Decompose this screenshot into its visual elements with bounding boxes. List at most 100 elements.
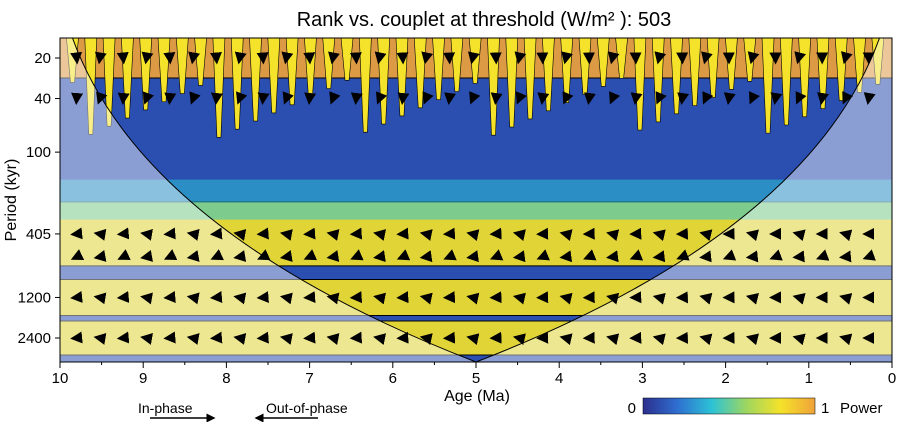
- y-tick-label: 20: [34, 50, 51, 67]
- phase-arrow: [862, 249, 876, 261]
- phase-arrow: [186, 292, 200, 305]
- phase-arrow: [466, 250, 479, 263]
- phase-arrow: [257, 92, 270, 106]
- phase-arrow: [186, 229, 200, 241]
- phase-arrow: [419, 250, 433, 263]
- power-spike: [267, 38, 281, 114]
- phase-arrow: [373, 333, 387, 345]
- phase-arrow: [512, 229, 526, 241]
- phase-arrow: [654, 51, 667, 65]
- phase-arrow: [140, 250, 153, 262]
- phase-arrow: [421, 51, 434, 65]
- phase-arrow: [795, 91, 807, 105]
- phase-arrow: [770, 92, 783, 105]
- phase-arrow: [489, 249, 504, 261]
- phase-arrow: [303, 249, 318, 261]
- phase-arrow: [512, 333, 526, 346]
- y-axis: 20 40 100 405 1200 2400: [18, 50, 60, 347]
- plot-area: [60, 38, 892, 362]
- phase-arrow: [188, 51, 200, 65]
- y-tick-label: 2400: [18, 330, 51, 347]
- phase-arrow: [349, 52, 362, 65]
- x-axis-label: Age (Ma): [444, 388, 510, 405]
- phase-arrow: [303, 52, 316, 65]
- phase-arrow: [396, 291, 409, 304]
- phase-arrow: [209, 52, 222, 65]
- power-spike: [688, 38, 702, 106]
- phase-arrow: [583, 92, 596, 105]
- phase-arrow: [116, 290, 130, 303]
- phase-arrow: [304, 92, 317, 106]
- phase-arrow: [722, 249, 737, 261]
- phase-arrow: [70, 290, 83, 303]
- phase-arrow: [609, 91, 621, 105]
- phase-arrow: [745, 250, 759, 263]
- phase-arrow: [117, 92, 130, 106]
- phase-arrow: [469, 91, 481, 105]
- y-tick-label: 1200: [18, 289, 51, 306]
- phase-arrow: [559, 292, 573, 305]
- phase-arrow: [745, 333, 760, 346]
- x-tick-label: 9: [139, 370, 147, 387]
- phase-arrow: [329, 91, 341, 105]
- phase-arrow: [652, 292, 666, 305]
- phase-arrow: [233, 229, 247, 241]
- power-spike: [853, 38, 866, 93]
- colorbar-gradient: [642, 397, 816, 415]
- power-spike: [596, 38, 610, 87]
- phase-arrow: [233, 292, 247, 305]
- phase-arrow: [256, 291, 269, 304]
- phase-arrow: [443, 249, 457, 261]
- phase-arrow: [396, 331, 409, 344]
- phase-arrow: [466, 333, 480, 346]
- phase-arrow: [515, 91, 527, 105]
- phase-arrow: [652, 250, 666, 263]
- phase-arrow: [606, 333, 620, 346]
- phase-arrow: [164, 92, 177, 106]
- power-spike: [432, 38, 445, 100]
- phase-arrow: [840, 51, 853, 65]
- phase-arrow: [839, 229, 853, 242]
- phase-arrow: [142, 91, 155, 105]
- phase-arrow: [701, 51, 713, 65]
- phase-arrow: [350, 92, 363, 105]
- phase-arrow: [792, 229, 806, 242]
- phase-arrow: [233, 333, 247, 345]
- phase-arrow: [163, 249, 178, 261]
- phase-arrow: [279, 229, 293, 241]
- phase-arrow: [256, 52, 269, 65]
- phase-arrow: [792, 293, 806, 305]
- phase-arrow: [655, 91, 667, 105]
- phase-arrow: [606, 229, 620, 242]
- phase-arrow: [794, 51, 806, 65]
- phase-arrow: [349, 331, 363, 344]
- x-tick-label: 1: [805, 370, 813, 387]
- phase-arrow: [562, 91, 574, 105]
- phase-arrow: [723, 92, 736, 105]
- phase-arrow: [93, 250, 107, 262]
- colorbar-min-label: 0: [628, 400, 636, 417]
- phase-arrow: [444, 92, 456, 105]
- phase-arrow: [466, 229, 480, 241]
- phase-arrow: [140, 333, 153, 345]
- x-tick-label: 5: [472, 370, 480, 387]
- phase-arrow: [536, 249, 550, 261]
- phase-arrow: [326, 333, 340, 345]
- phase-arrow: [70, 331, 83, 344]
- phase-arrow: [71, 92, 84, 106]
- y-tick-label: 100: [26, 144, 51, 161]
- phase-arrow: [140, 292, 153, 305]
- phase-arrow: [210, 249, 224, 261]
- power-spike: [780, 38, 793, 126]
- phase-arrow: [748, 91, 760, 105]
- phase-arrow: [373, 292, 387, 305]
- phase-arrow: [583, 249, 597, 261]
- out-of-phase-label: Out-of-phase: [266, 400, 348, 416]
- phase-arrow: [116, 227, 130, 240]
- phase-arrow: [375, 91, 388, 105]
- x-tick-label: 4: [555, 370, 563, 387]
- phase-arrow: [186, 333, 200, 345]
- x-tick-label: 7: [305, 370, 313, 387]
- phase-arrow: [116, 51, 129, 65]
- phase-arrow: [702, 91, 714, 105]
